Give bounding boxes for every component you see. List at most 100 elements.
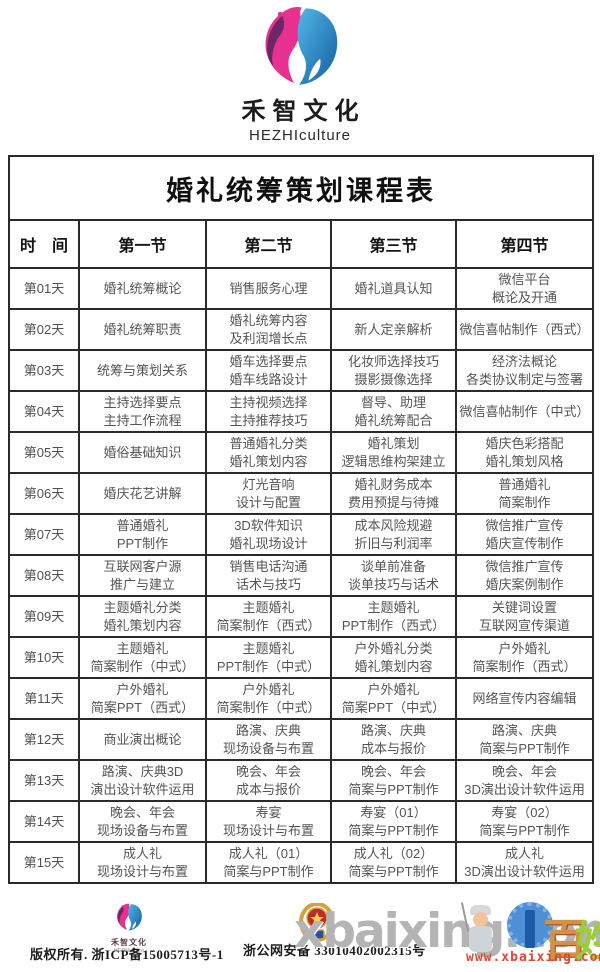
table-row: 第09天 主题婚礼分类 婚礼策划内容 主题婚礼 简案制作（西式） 主题婚礼 PPT制作（西式… [8, 595, 595, 638]
course-cell: 晚会、年会 3D演出设计软件运用 [454, 759, 595, 802]
day-cell: 第04天 [8, 390, 80, 433]
course-cell: 商业演出概论 [78, 718, 207, 761]
table-row: 第06天 婚庆花艺讲解 灯光音响 设计与配置 婚礼财务成本 费用预提与待摊 普通婚礼 简案制作 [8, 472, 595, 515]
table-row: 第07天 普通婚礼 PPT制作 3D软件知识 婚礼现场设计 成本风险规避 折旧与利润率 微信推… [8, 513, 595, 556]
chef-head-icon [473, 912, 488, 927]
course-cell: 寿宴（01） 简案与PPT制作 [330, 800, 457, 843]
course-cell: 网络宣传内容编辑 [454, 677, 595, 720]
day-cell: 第08天 [8, 554, 80, 597]
course-table: 婚礼统筹策划课程表 时 间 第一节 第二节 第三节 第四节 第01天 婚礼统筹概论… [7, 155, 595, 884]
course-cell: 主题婚礼 简案制作（西式） [205, 595, 332, 638]
course-cell: 普通婚礼 PPT制作 [78, 513, 207, 556]
course-cell: 3D软件知识 婚礼现场设计 [205, 513, 332, 556]
day-cell: 第15天 [8, 841, 80, 884]
watermark-logo: 百 姓 [455, 900, 600, 966]
security-label: 浙公网安备 [243, 943, 311, 958]
course-cell: 灯光音响 设计与配置 [205, 472, 332, 515]
table-title: 婚礼统筹策划课程表 [7, 155, 595, 221]
course-cell: 互联网客户源 推广与建立 [78, 554, 207, 597]
day-cell: 第05天 [8, 431, 80, 474]
security-number: 33010402002315号 [314, 943, 426, 958]
table-row: 第15天 成人礼 现场设计与布置 成人礼（01） 简案与PPT制作 成人礼（02） 简案与P… [8, 841, 595, 884]
course-cell: 主题婚礼 PPT制作（中式） [205, 636, 332, 679]
course-cell: 婚俗基础知识 [78, 431, 207, 474]
course-cell: 婚礼道具认知 [330, 267, 457, 310]
course-cell: 销售服务心理 [205, 267, 332, 310]
day-cell: 第14天 [8, 800, 80, 843]
brand-subtitle: HEZHIculture [248, 127, 352, 144]
course-cell: 微信推广宣传 婚庆宣传制作 [454, 513, 595, 556]
col-header-sec1: 第一节 [78, 219, 207, 269]
footer-brand-logo: 禾智文化 HEZHIculture [94, 903, 164, 954]
blue-tower-icon [525, 910, 535, 948]
course-cell: 成人礼 现场设计与布置 [78, 841, 207, 884]
day-cell: 第03天 [8, 349, 80, 392]
col-header-sec4: 第四节 [454, 219, 595, 269]
brand-header: 禾智文化 HEZHIculture [0, 0, 600, 150]
table-row: 第01天 婚礼统筹概论 销售服务心理 婚礼道具认知 微信平台 概论及开通 [8, 267, 595, 310]
table-row: 第03天 统筹与策划关系 婚车选择要点 婚车线路设计 化妆师选择技巧 摄影摄像选择 经济法概… [8, 349, 595, 392]
course-cell: 户外婚礼分类 婚礼策划内容 [330, 636, 457, 679]
day-cell: 第11天 [8, 677, 80, 720]
course-cell: 销售电话沟通 话术与技巧 [205, 554, 332, 597]
course-cell: 晚会、年会 简案与PPT制作 [330, 759, 457, 802]
course-cell: 路演、庆典 现场设备与布置 [205, 718, 332, 761]
day-cell: 第02天 [8, 308, 80, 351]
course-cell: 成人礼 3D演出设计软件运用 [454, 841, 595, 884]
col-header-sec3: 第三节 [330, 219, 457, 269]
chef-hat-icon [470, 905, 491, 915]
course-cell: 寿宴 现场设计与布置 [205, 800, 332, 843]
course-cell: 主持选择要点 主持工作流程 [78, 390, 207, 433]
course-cell: 婚庆色彩搭配 婚礼策划风格 [454, 431, 595, 474]
day-cell: 第07天 [8, 513, 80, 556]
course-cell: 成人礼（02） 简案与PPT制作 [330, 841, 457, 884]
hezhi-logo-small-icon [114, 903, 144, 932]
table-header-row: 时 间 第一节 第二节 第三节 第四节 [8, 219, 595, 269]
footer-brand-name: 禾智文化 [111, 938, 147, 947]
course-cell: 主题婚礼 简案制作（中式） [78, 636, 207, 679]
course-cell: 婚礼财务成本 费用预提与待摊 [330, 472, 457, 515]
course-cell: 新人定亲解析 [330, 308, 457, 351]
table-row: 第13天 路演、庆典3D 演出设计软件运用 晚会、年会 成本与报价 晚会、年会 简案与PPT… [8, 759, 595, 802]
course-cell: 户外婚礼 简案制作（西式） [454, 636, 595, 679]
table-row: 第04天 主持选择要点 主持工作流程 主持视频选择 主持推荐技巧 督导、助理 婚礼统筹配合微… [8, 390, 595, 433]
day-cell: 第13天 [8, 759, 80, 802]
course-cell: 婚礼统筹概论 [78, 267, 207, 310]
col-header-time: 时 间 [8, 219, 80, 269]
police-badge-icon [299, 903, 335, 942]
day-cell: 第06天 [8, 472, 80, 515]
xing-character: 姓 [575, 920, 600, 966]
day-cell: 第12天 [8, 718, 80, 761]
course-cell: 路演、庆典3D 演出设计软件运用 [78, 759, 207, 802]
course-cell: 婚车选择要点 婚车线路设计 [205, 349, 332, 392]
hezhi-logo-icon [256, 5, 344, 89]
course-cell: 户外婚礼 简案PPT（中式） [330, 677, 457, 720]
course-cell: 婚礼统筹内容 及利润增长点 [205, 308, 332, 351]
course-cell: 晚会、年会 成本与报价 [205, 759, 332, 802]
course-cell: 主持视频选择 主持推荐技巧 [205, 390, 332, 433]
course-cell: 微信喜帖制作（中式） [454, 390, 595, 433]
table-row: 第02天 婚礼统筹职责 婚礼统筹内容 及利润增长点 新人定亲解析 微信喜帖制作（西式） [8, 308, 595, 351]
course-cell: 婚礼统筹职责 [78, 308, 207, 351]
fork-icon [460, 902, 470, 932]
course-cell: 主题婚礼分类 婚礼策划内容 [78, 595, 207, 638]
course-cell: 谈单前准备 谈单技巧与话术 [330, 554, 457, 597]
course-cell: 普通婚礼 简案制作 [454, 472, 595, 515]
course-cell: 成本风险规避 折旧与利润率 [330, 513, 457, 556]
table-row: 第14天 晚会、年会 现场设备与布置 寿宴 现场设计与布置 寿宴（01） 简案与PPT制作寿… [8, 800, 595, 843]
course-cell: 微信喜帖制作（西式） [454, 308, 595, 351]
course-cell: 路演、庆典 简案与PPT制作 [454, 718, 595, 761]
course-cell: 普通婚礼分类 婚礼策划内容 [205, 431, 332, 474]
course-cell: 户外婚礼 简案PPT（西式） [78, 677, 207, 720]
table-row: 第08天 互联网客户源 推广与建立 销售电话沟通 话术与技巧 谈单前准备 谈单技巧与话术 微信… [8, 554, 595, 597]
course-cell: 婚礼策划 逻辑思维构架建立 [330, 431, 457, 474]
footer-brand-subtitle: HEZHIculture [113, 948, 144, 954]
course-cell: 关键词设置 互联网宣传渠道 [454, 595, 595, 638]
course-cell: 微信平台 概论及开通 [454, 267, 595, 310]
copyright-text: 版权所有. 浙ICP备15005713号-1 [30, 947, 224, 962]
course-cell: 微信推广宣传 婚庆案例制作 [454, 554, 595, 597]
course-cell: 化妆师选择技巧 摄影摄像选择 [330, 349, 457, 392]
course-cell: 经济法概论 各类协议制定与签署 [454, 349, 595, 392]
course-cell: 统筹与策划关系 [78, 349, 207, 392]
